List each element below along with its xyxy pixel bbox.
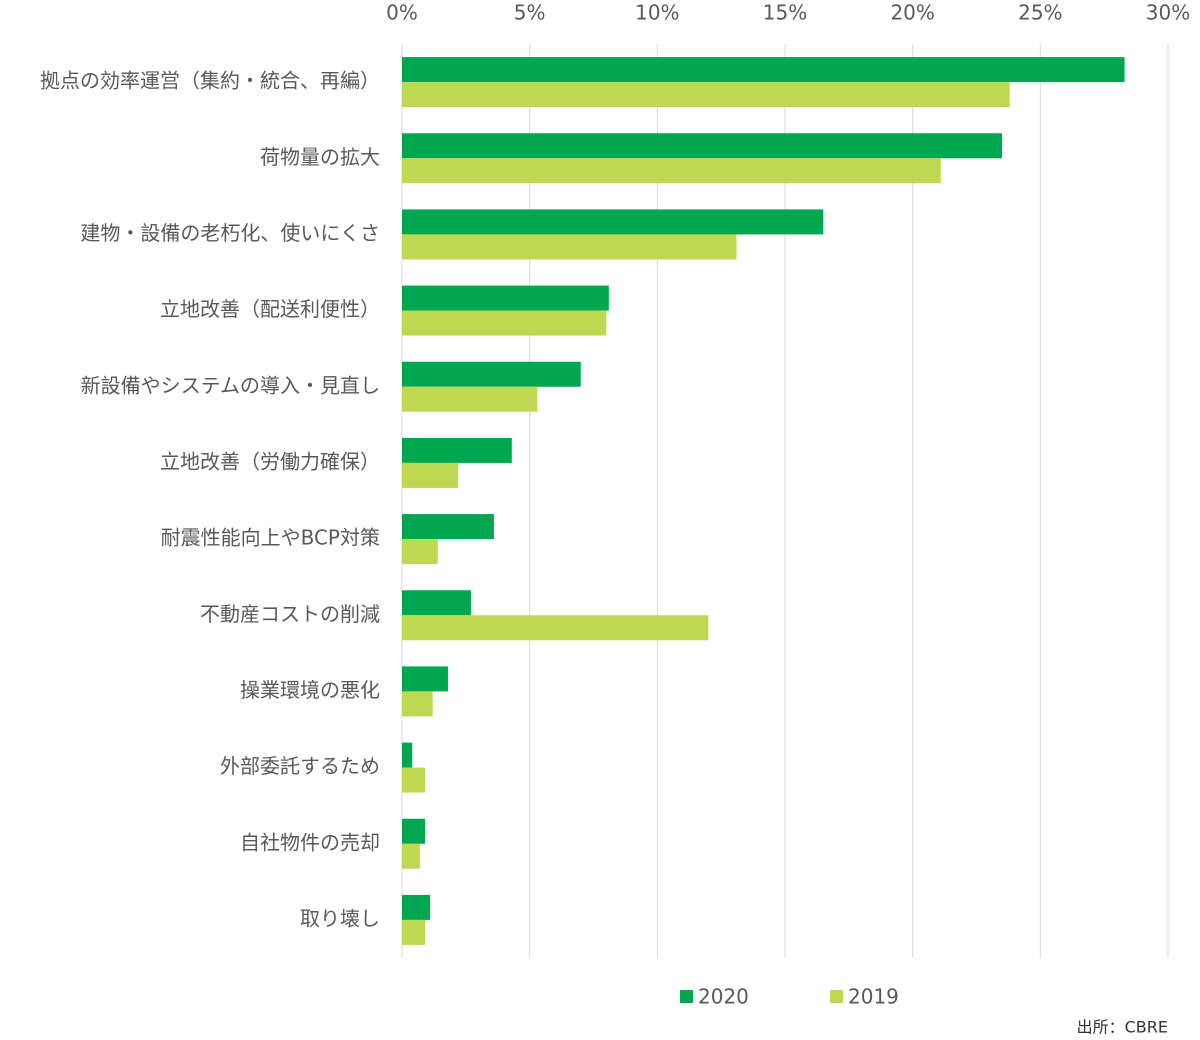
- x-tick-label: 5%: [514, 1, 546, 25]
- bar: [402, 462, 459, 488]
- bar: [402, 514, 494, 540]
- bar: [402, 209, 824, 235]
- bar: [402, 158, 941, 184]
- bar: [402, 818, 425, 844]
- bar: [402, 82, 1010, 108]
- x-tick-label: 10%: [635, 1, 679, 25]
- y-tick-label: 不動産コストの削減: [200, 602, 380, 626]
- bar: [402, 615, 709, 641]
- bar: [402, 310, 607, 336]
- bar: [402, 919, 425, 945]
- legend-swatch: [680, 990, 693, 1003]
- bar: [402, 234, 737, 260]
- bar: [402, 894, 431, 920]
- y-tick-label: 立地改善（労働力確保）: [160, 449, 380, 473]
- legend-label: 2019: [848, 985, 899, 1009]
- y-tick-label: 取り壊し: [300, 906, 380, 930]
- y-tick-label: 新設備やシステムの導入・見直し: [81, 373, 380, 397]
- y-tick-label: 拠点の効率運営（集約・統合、再編）: [40, 69, 380, 93]
- x-tick-label: 25%: [1018, 1, 1062, 25]
- x-tick-label: 30%: [1146, 1, 1190, 25]
- bar: [402, 133, 1003, 159]
- bar: [402, 666, 448, 692]
- bar: [402, 590, 471, 616]
- y-tick-label: 建物・設備の老朽化、使いにくさ: [80, 221, 380, 245]
- bar: [402, 285, 609, 311]
- y-tick-label: 耐震性能向上やBCP対策: [161, 526, 380, 550]
- y-tick-label: 外部委託するため: [220, 754, 380, 778]
- source: 出所：CBRE: [1077, 1018, 1168, 1037]
- bar: [402, 767, 425, 793]
- x-tick-label: 15%: [763, 1, 807, 25]
- y-tick-label: 荷物量の拡大: [260, 145, 380, 169]
- y-tick-label: 自社物件の売却: [240, 830, 380, 854]
- bar: [402, 742, 413, 768]
- bar: [402, 691, 433, 717]
- bar: [402, 539, 438, 565]
- legend-label: 2020: [698, 985, 749, 1009]
- x-tick-label: 0%: [386, 1, 418, 25]
- bar: [402, 437, 512, 463]
- y-tick-label: 操業環境の悪化: [240, 678, 380, 702]
- bar: [402, 843, 420, 869]
- bar: [402, 361, 581, 387]
- bar: [402, 386, 538, 412]
- y-tick-label: 立地改善（配送利便性）: [160, 297, 380, 321]
- legend-swatch: [830, 990, 843, 1003]
- bar: [402, 57, 1125, 83]
- x-tick-label: 20%: [890, 1, 934, 25]
